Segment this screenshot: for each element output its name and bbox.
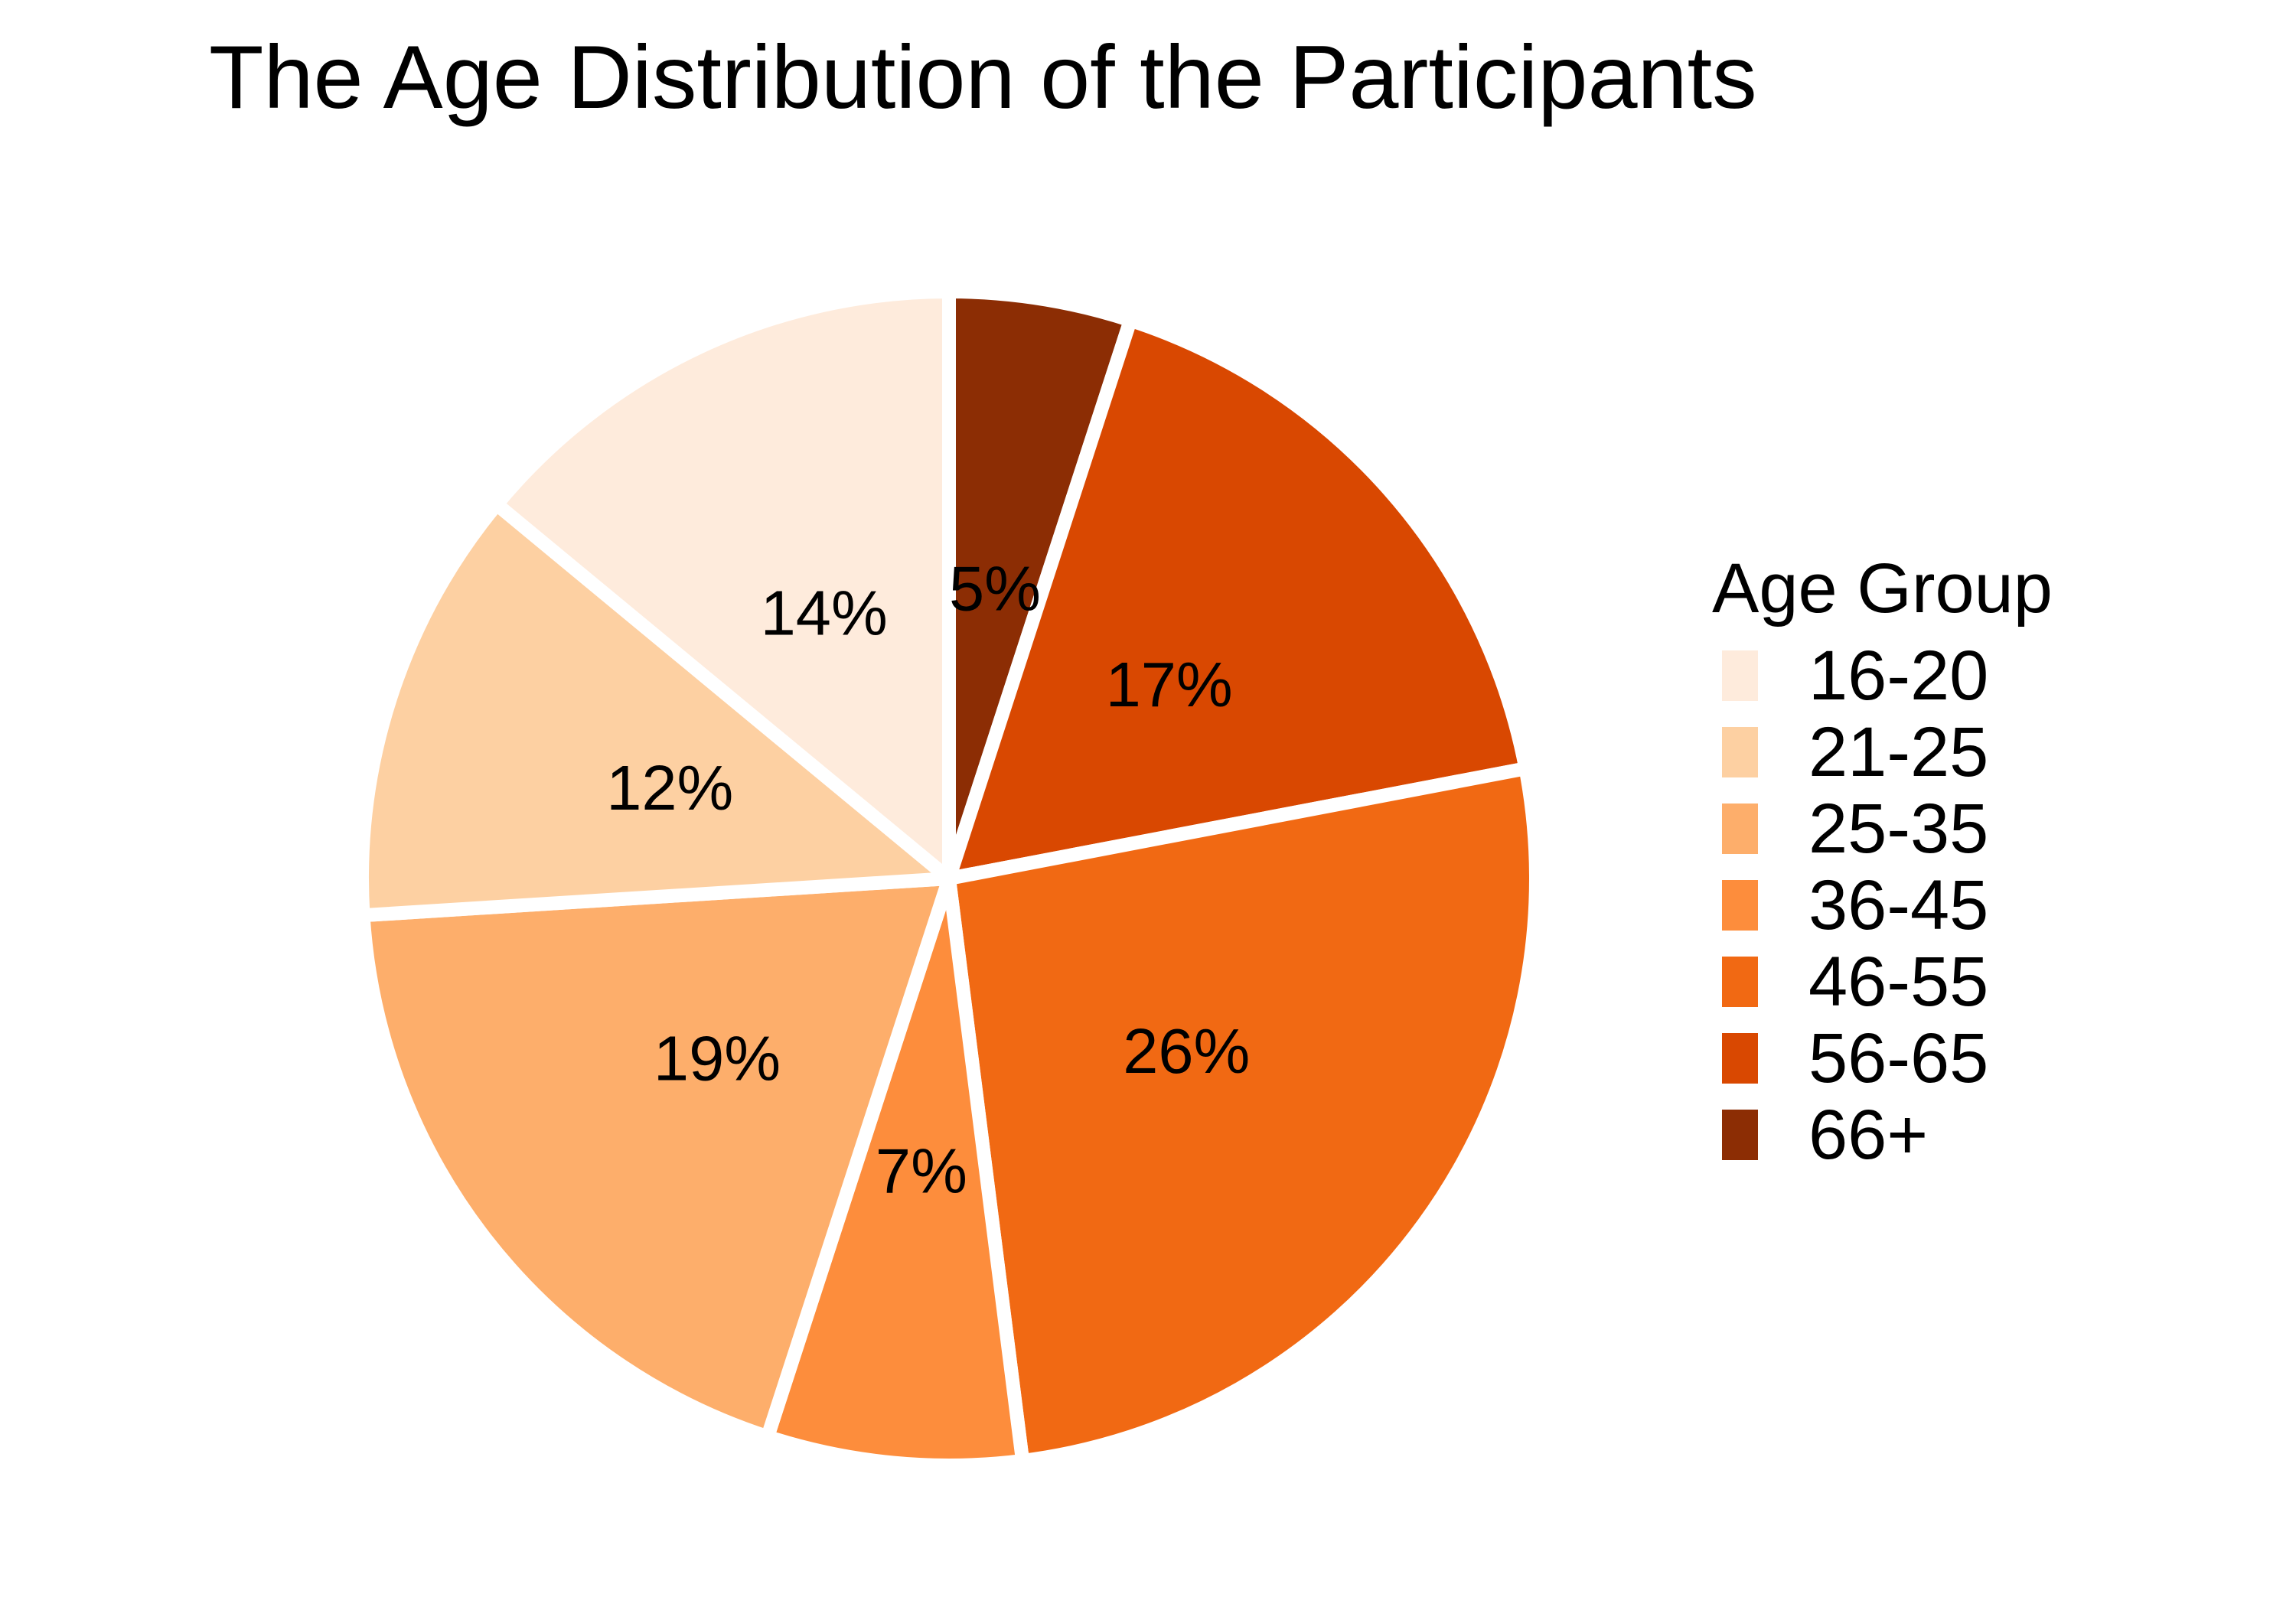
legend-swatch-36-45: [1722, 880, 1758, 931]
legend-label-16-20: 16-20: [1808, 637, 1988, 715]
legend-swatch-16-20: [1722, 650, 1758, 701]
pie-slice-25-35: [356, 872, 956, 1444]
pie-slice-46-55: [942, 761, 1543, 1468]
pie-slice-56-65: [942, 313, 1533, 885]
legend-label-25-35: 25-35: [1808, 790, 1988, 868]
legend-swatch-66-plus: [1722, 1110, 1758, 1160]
pie-slice-36-45: [760, 872, 1030, 1472]
legend-title: Age Group: [1712, 549, 2053, 627]
legend-label-56-65: 56-65: [1808, 1019, 1988, 1097]
slice-label-25-35: 19%: [654, 1023, 781, 1094]
legend-swatch-46-55: [1722, 957, 1758, 1007]
legend-label-36-45: 36-45: [1808, 866, 1988, 944]
chart-title: The Age Distribution of the Participants: [209, 27, 1757, 127]
legend-label-66-plus: 66+: [1808, 1096, 1928, 1174]
slice-label-46-55: 26%: [1123, 1015, 1250, 1087]
slice-label-56-65: 17%: [1106, 649, 1233, 720]
slice-label-16-20: 14%: [761, 577, 888, 648]
legend-swatch-25-35: [1722, 804, 1758, 854]
legend-label-21-25: 21-25: [1808, 713, 1988, 791]
pie-slices: [355, 285, 1543, 1472]
slice-label-21-25: 12%: [606, 752, 733, 823]
slice-label-66-plus: 5%: [949, 553, 1041, 624]
pie-slice-16-20: [490, 285, 956, 885]
legend-label-46-55: 46-55: [1808, 943, 1988, 1021]
legend-swatch-56-65: [1722, 1033, 1758, 1084]
legend: Age Group 16-2021-2525-3536-4546-5556-65…: [1712, 549, 2053, 1174]
pie-slice-labels: 5% 17% 26% 7% 19% 12% 14%: [606, 553, 1250, 1207]
pie-slice-21-25: [355, 497, 956, 923]
slice-label-36-45: 7%: [876, 1135, 967, 1206]
legend-swatch-21-25: [1722, 727, 1758, 777]
